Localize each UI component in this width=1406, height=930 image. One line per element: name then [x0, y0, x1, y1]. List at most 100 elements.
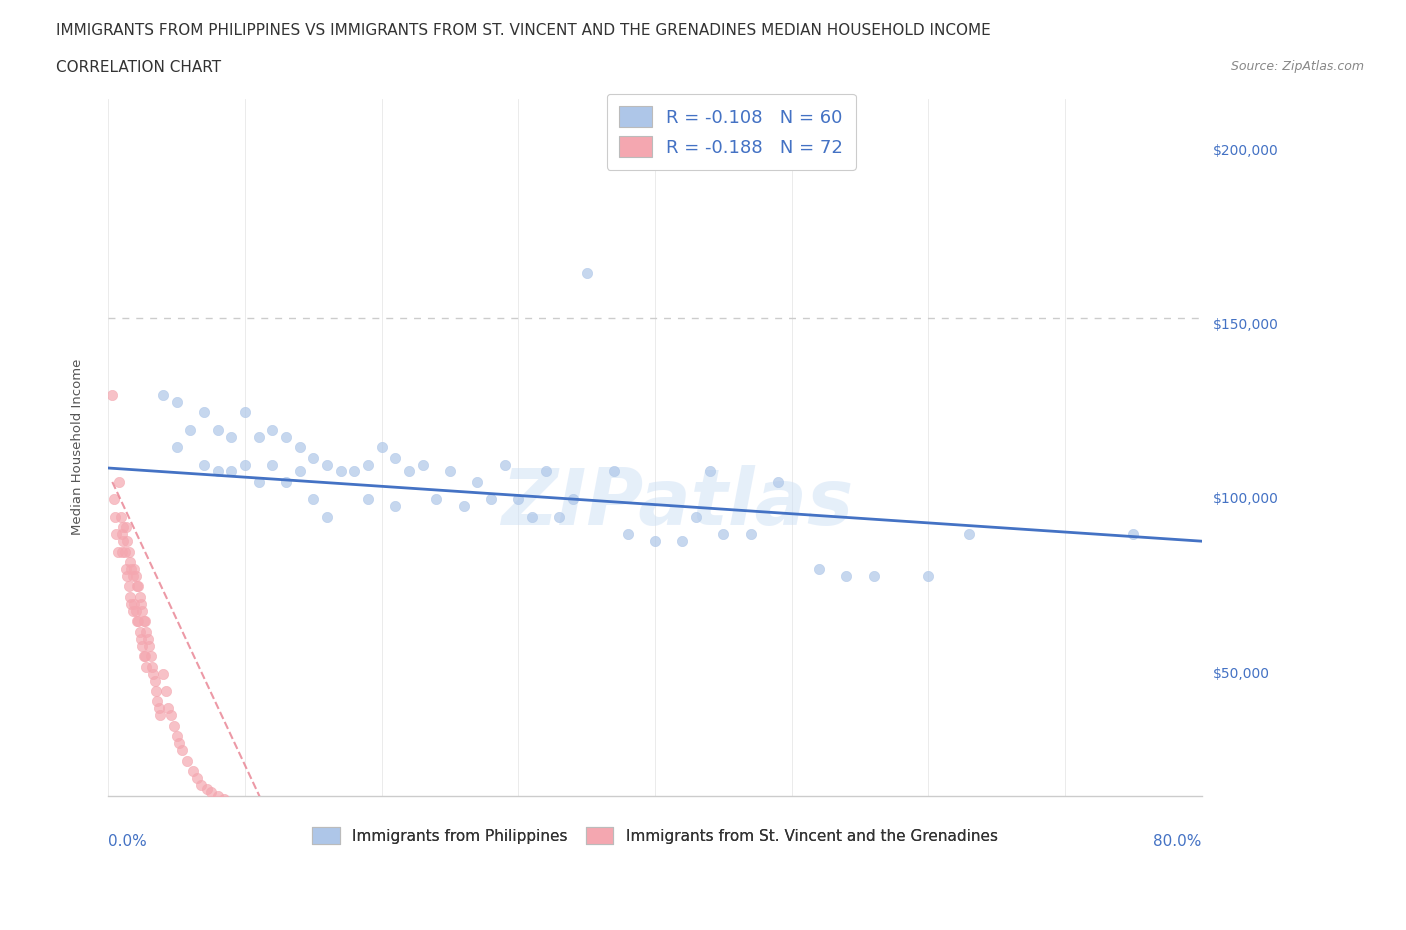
Point [671, 534, 693, 549]
Point [127, 614, 149, 629]
Point [146, 694, 169, 709]
Point [807, 562, 830, 577]
Point [129, 596, 152, 611]
Point [288, 440, 311, 455]
Point [343, 464, 366, 479]
Text: Source: ZipAtlas.com: Source: ZipAtlas.com [1230, 60, 1364, 73]
Point [131, 638, 153, 653]
Point [207, 788, 229, 803]
Point [107, 544, 129, 559]
Point [125, 614, 148, 629]
Point [169, 736, 191, 751]
Point [117, 568, 139, 583]
Point [740, 526, 762, 541]
Point [166, 729, 188, 744]
Point [112, 534, 135, 549]
Text: 80.0%: 80.0% [1153, 834, 1202, 849]
Point [520, 510, 543, 525]
Point [166, 394, 188, 409]
Point [136, 631, 159, 646]
Text: ZIPatlas: ZIPatlas [501, 465, 853, 541]
Point [575, 265, 598, 280]
Text: Median Household Income: Median Household Income [72, 359, 84, 536]
Point [548, 510, 571, 525]
Point [302, 450, 325, 465]
Point [699, 464, 721, 479]
Point [104, 510, 127, 525]
Point [121, 604, 143, 618]
Point [453, 498, 475, 513]
Point [166, 440, 188, 455]
Point [644, 534, 666, 549]
Point [425, 492, 447, 507]
Point [115, 562, 138, 577]
Point [108, 474, 131, 489]
Point [105, 526, 128, 541]
Point [274, 430, 297, 445]
Point [262, 422, 284, 437]
Point [214, 791, 236, 806]
Point [120, 562, 142, 577]
Point [439, 464, 461, 479]
Point [160, 708, 183, 723]
Point [200, 785, 222, 800]
Text: 0.0%: 0.0% [108, 834, 148, 849]
Point [274, 474, 297, 489]
Point [127, 579, 149, 594]
Point [561, 492, 583, 507]
Point [384, 498, 406, 513]
Point [135, 659, 157, 674]
Point [110, 510, 132, 525]
Point [149, 708, 172, 723]
Point [247, 430, 270, 445]
Point [835, 568, 858, 583]
Point [193, 405, 215, 419]
Point [233, 405, 256, 419]
Point [302, 492, 325, 507]
Point [120, 554, 142, 569]
Point [152, 666, 174, 681]
Point [120, 596, 142, 611]
Point [157, 701, 180, 716]
Point [134, 649, 156, 664]
Point [247, 474, 270, 489]
Point [101, 388, 124, 403]
Point [145, 684, 167, 698]
Point [125, 579, 148, 594]
Point [534, 464, 557, 479]
Point [135, 624, 157, 639]
Point [179, 422, 201, 437]
Point [134, 614, 156, 629]
Point [114, 544, 136, 559]
Point [132, 649, 155, 664]
Point [121, 568, 143, 583]
Point [262, 457, 284, 472]
Point [315, 457, 337, 472]
Point [207, 422, 229, 437]
Text: $100,000: $100,000 [1212, 492, 1278, 506]
Point [357, 492, 380, 507]
Point [862, 568, 884, 583]
Text: $50,000: $50,000 [1212, 667, 1270, 681]
Point [155, 684, 177, 698]
Point [329, 464, 352, 479]
Point [193, 457, 215, 472]
Point [128, 590, 150, 604]
Point [111, 544, 134, 559]
Point [163, 718, 186, 733]
Point [465, 474, 488, 489]
Point [141, 659, 163, 674]
Point [176, 753, 198, 768]
Point [357, 457, 380, 472]
Point [117, 534, 139, 549]
Point [917, 568, 939, 583]
Point [115, 520, 138, 535]
Point [152, 388, 174, 403]
Point [190, 777, 212, 792]
Point [124, 568, 146, 583]
Point [412, 457, 434, 472]
Point [138, 638, 160, 653]
Point [207, 464, 229, 479]
Point [103, 492, 125, 507]
Point [398, 464, 420, 479]
